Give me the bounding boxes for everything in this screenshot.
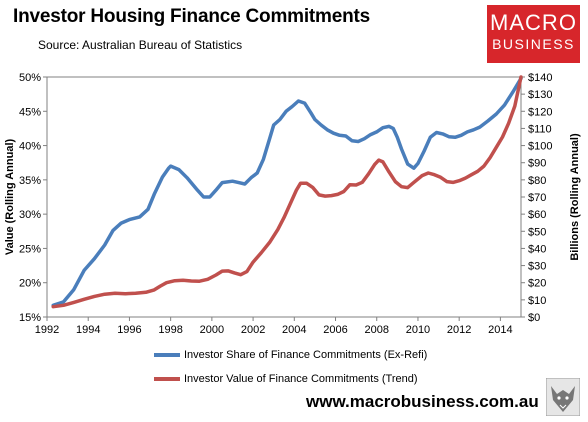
x-tick-label: 2014: [488, 324, 512, 336]
y-left-axis-title: Value (Rolling Annual): [4, 139, 16, 256]
y-right-tick-label: $10: [528, 295, 546, 307]
y-left-tick-label: 30%: [19, 209, 41, 221]
y-right-tick-label: $120: [528, 106, 552, 118]
y-left-tick-label: 25%: [19, 243, 41, 255]
y-right-tick-label: $130: [528, 89, 552, 101]
x-tick-label: 2004: [282, 324, 306, 336]
y-left-tick-label: 15%: [19, 312, 41, 324]
y-right-tick-label: $20: [528, 278, 546, 290]
chart-source: Source: Australian Bureau of Statistics: [38, 38, 243, 52]
legend-swatch-value: [154, 377, 180, 381]
chart-title: Investor Housing Finance Commitments: [13, 6, 371, 27]
site-url: www.macrobusiness.com.au: [306, 392, 539, 411]
y-left-tick-label: 50%: [19, 72, 41, 84]
logo-line1: MACRO: [490, 10, 577, 35]
legend-item-value: Investor Value of Finance Commitments (T…: [154, 373, 418, 385]
x-tick-label: 1998: [158, 324, 182, 336]
x-tick-label: 1996: [117, 324, 141, 336]
series-line-investor-share: [51, 76, 523, 308]
y-left-tick-label: 40%: [19, 141, 41, 153]
legend-item-share: Investor Share of Finance Commitments (E…: [154, 349, 427, 361]
y-left-tick-label: 45%: [19, 106, 41, 118]
x-tick-label: 1994: [76, 324, 100, 336]
y-right-tick-label: $80: [528, 175, 546, 187]
y-left-tick-label: 20%: [19, 278, 41, 290]
y-right-tick-label: $70: [528, 192, 546, 204]
y-right-tick-label: $0: [528, 312, 540, 324]
y-right-tick-label: $50: [528, 226, 546, 238]
y-right-tick-label: $30: [528, 261, 546, 273]
wolf-logo-icon: [546, 378, 580, 416]
x-tick-label: 2008: [364, 324, 388, 336]
legend-swatch-share: [154, 353, 180, 357]
logo-line2: BUSINESS: [492, 36, 575, 52]
x-tick-label: 2006: [323, 324, 347, 336]
y-right-tick-label: $110: [528, 123, 552, 135]
y-right-tick-label: $140: [528, 72, 552, 84]
y-right-tick-label: $40: [528, 243, 546, 255]
series-line-investor-value: [51, 75, 523, 309]
y-left-tick-label: 35%: [19, 175, 41, 187]
y-right-tick-label: $90: [528, 158, 546, 170]
legend-label-share: Investor Share of Finance Commitments (E…: [184, 349, 428, 361]
legend-label-value: Investor Value of Finance Commitments (T…: [184, 373, 418, 385]
x-tick-label: 2000: [200, 324, 224, 336]
macrobusiness-logo: MACRO BUSINESS: [487, 5, 580, 63]
y-right-tick-label: $60: [528, 209, 546, 221]
chart-canvas: 1992 1994 1996 1998 2000 2002 2004 2006 2008 2010…: [4, 72, 581, 336]
x-tick-label: 2012: [447, 324, 471, 336]
x-tick-label: 2010: [406, 324, 430, 336]
y-right-tick-label: $100: [528, 141, 552, 153]
y-right-axis-title: Billions (Rolling Annual): [569, 133, 581, 261]
x-tick-label: 1992: [35, 324, 59, 336]
x-tick-label: 2002: [241, 324, 265, 336]
